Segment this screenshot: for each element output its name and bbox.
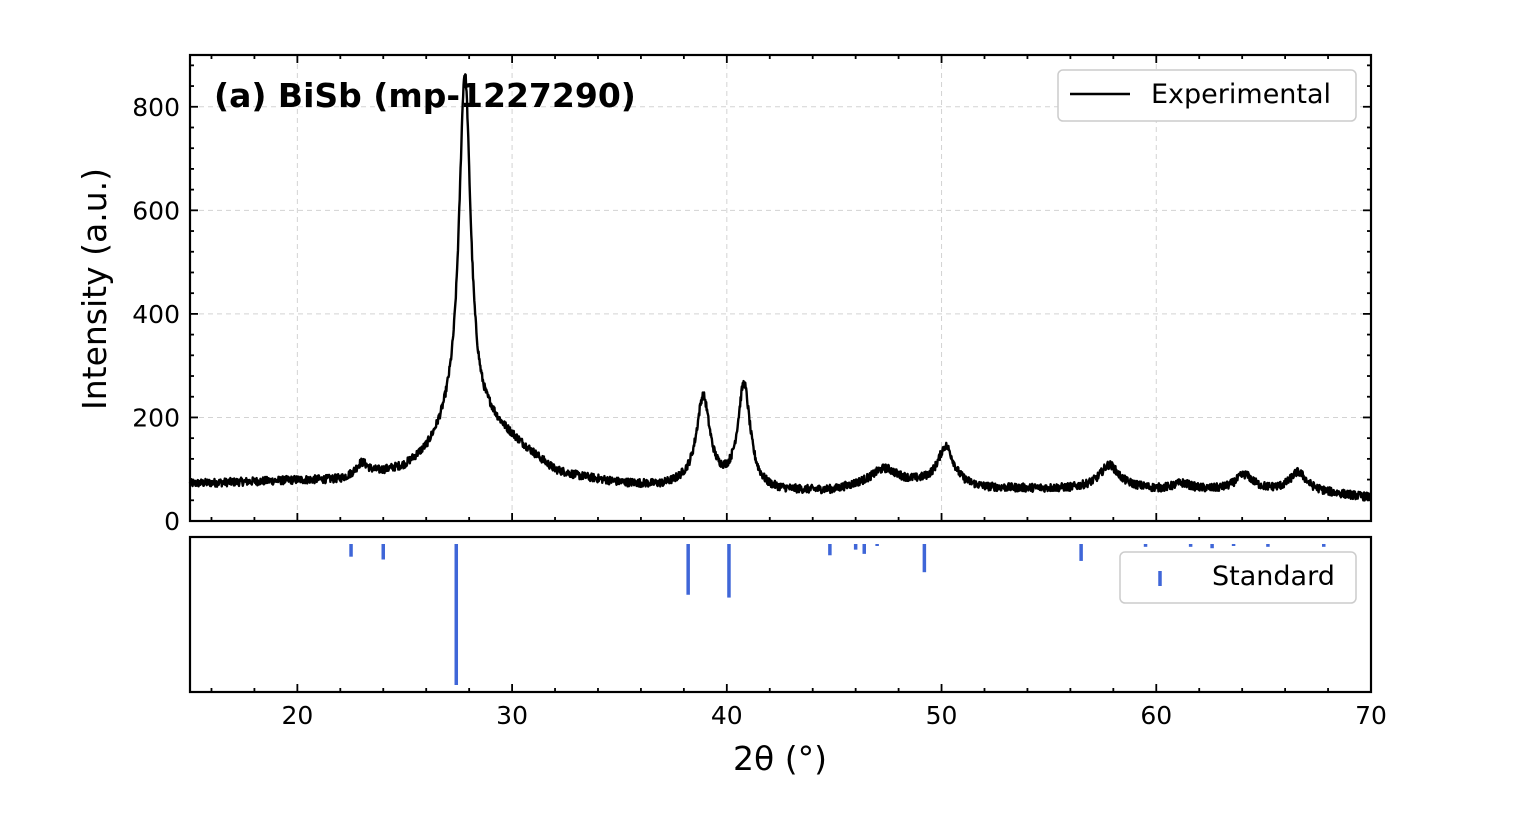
x-tick-label: 50	[926, 701, 958, 730]
x-axis-label: 2θ (°)	[733, 739, 827, 778]
top-panel-grid	[190, 55, 1371, 521]
experimental-series-line	[188, 73, 1372, 502]
y-tick-label: 800	[132, 93, 180, 122]
y-tick-label: 200	[132, 403, 180, 432]
y-tick-label: 0	[164, 507, 180, 536]
legend-standard-label: Standard	[1212, 561, 1335, 592]
legend-experimental-label: Experimental	[1151, 79, 1331, 110]
y-axis-label: Intensity (a.u.)	[75, 168, 114, 410]
legend-standard-box	[1119, 551, 1357, 604]
chart-title: (a) BiSb (mp-1227290)	[214, 76, 636, 115]
legend-experimental: Experimental	[1057, 69, 1357, 122]
legend-experimental-box	[1057, 69, 1357, 122]
y-tick-label: 400	[132, 300, 180, 329]
x-tick-label: 60	[1140, 701, 1172, 730]
x-tick-label: 30	[496, 701, 528, 730]
x-tick-label: 40	[711, 701, 743, 730]
bottom-panel-frame	[188, 535, 1373, 694]
legend-standard: Standard	[1119, 551, 1357, 604]
y-tick-label: 600	[132, 196, 180, 225]
axis-ticks	[190, 55, 1371, 692]
top-panel-frame	[188, 53, 1373, 523]
x-tick-label: 70	[1355, 701, 1387, 730]
x-tick-label: 20	[281, 701, 313, 730]
standard-series-sticks	[349, 544, 1326, 685]
axis-tick-labels: 20 30 40 50 60 70 0 200 400 600 800	[132, 93, 1387, 730]
